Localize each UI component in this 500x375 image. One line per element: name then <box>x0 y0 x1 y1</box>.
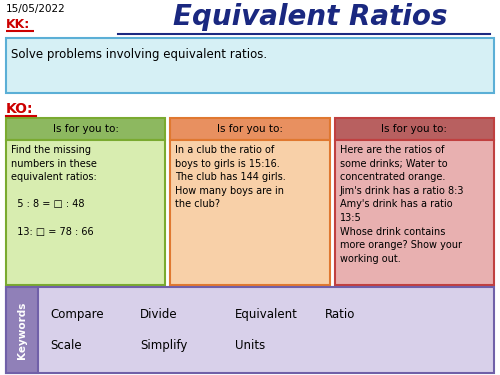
Text: KK:: KK: <box>6 18 30 31</box>
FancyBboxPatch shape <box>6 38 494 93</box>
Text: Units: Units <box>235 339 265 352</box>
FancyBboxPatch shape <box>6 287 38 373</box>
Text: Keywords: Keywords <box>17 302 27 358</box>
Text: Divide: Divide <box>140 308 177 321</box>
FancyBboxPatch shape <box>6 140 166 285</box>
Text: Is for you to:: Is for you to: <box>382 124 448 134</box>
Text: KO:: KO: <box>6 102 34 116</box>
FancyBboxPatch shape <box>334 118 494 140</box>
Text: Simplify: Simplify <box>140 339 188 352</box>
FancyBboxPatch shape <box>334 140 494 285</box>
Text: Solve problems involving equivalent ratios.: Solve problems involving equivalent rati… <box>11 48 267 61</box>
Text: Is for you to:: Is for you to: <box>52 124 118 134</box>
Text: Here are the ratios of
some drinks; Water to
concentrated orange.
Jim's drink ha: Here are the ratios of some drinks; Wate… <box>340 145 464 264</box>
Text: 15/05/2022: 15/05/2022 <box>6 4 66 14</box>
FancyBboxPatch shape <box>6 118 166 140</box>
FancyBboxPatch shape <box>170 140 330 285</box>
Text: Equivalent Ratios: Equivalent Ratios <box>173 3 448 31</box>
FancyBboxPatch shape <box>170 118 330 140</box>
Text: In a club the ratio of
boys to girls is 15:16.
The club has 144 girls.
How many : In a club the ratio of boys to girls is … <box>176 145 286 209</box>
Text: Scale: Scale <box>50 339 82 352</box>
Text: Equivalent: Equivalent <box>235 308 298 321</box>
Text: Is for you to:: Is for you to: <box>217 124 283 134</box>
FancyBboxPatch shape <box>6 287 494 373</box>
Text: Find the missing
numbers in these
equivalent ratios:

  5 : 8 = □ : 48

  13: □ : Find the missing numbers in these equiva… <box>11 145 97 237</box>
Text: Compare: Compare <box>50 308 104 321</box>
Text: Ratio: Ratio <box>325 308 356 321</box>
